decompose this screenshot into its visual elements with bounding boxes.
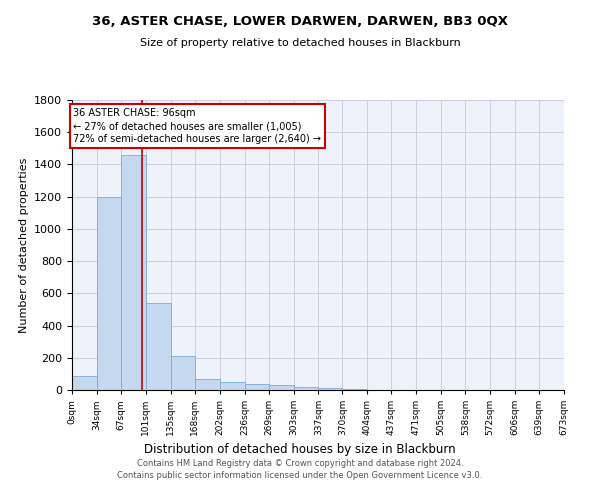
Bar [293, 387, 319, 390]
Bar [72, 376, 97, 390]
Bar [319, 388, 343, 390]
Bar [245, 384, 269, 390]
Y-axis label: Number of detached properties: Number of detached properties [19, 158, 29, 332]
Bar [146, 303, 170, 390]
Text: 36, ASTER CHASE, LOWER DARWEN, DARWEN, BB3 0QX: 36, ASTER CHASE, LOWER DARWEN, DARWEN, B… [92, 15, 508, 28]
Bar [343, 389, 367, 390]
Bar [195, 378, 220, 390]
Bar [269, 385, 293, 390]
Text: 36 ASTER CHASE: 96sqm
← 27% of detached houses are smaller (1,005)
72% of semi-d: 36 ASTER CHASE: 96sqm ← 27% of detached … [73, 108, 322, 144]
Bar [170, 356, 195, 390]
Bar [97, 196, 121, 390]
Bar [220, 382, 245, 390]
Text: Distribution of detached houses by size in Blackburn: Distribution of detached houses by size … [144, 442, 456, 456]
Text: Size of property relative to detached houses in Blackburn: Size of property relative to detached ho… [140, 38, 460, 48]
Text: Contains HM Land Registry data © Crown copyright and database right 2024.
Contai: Contains HM Land Registry data © Crown c… [118, 458, 482, 480]
Bar [121, 155, 146, 390]
